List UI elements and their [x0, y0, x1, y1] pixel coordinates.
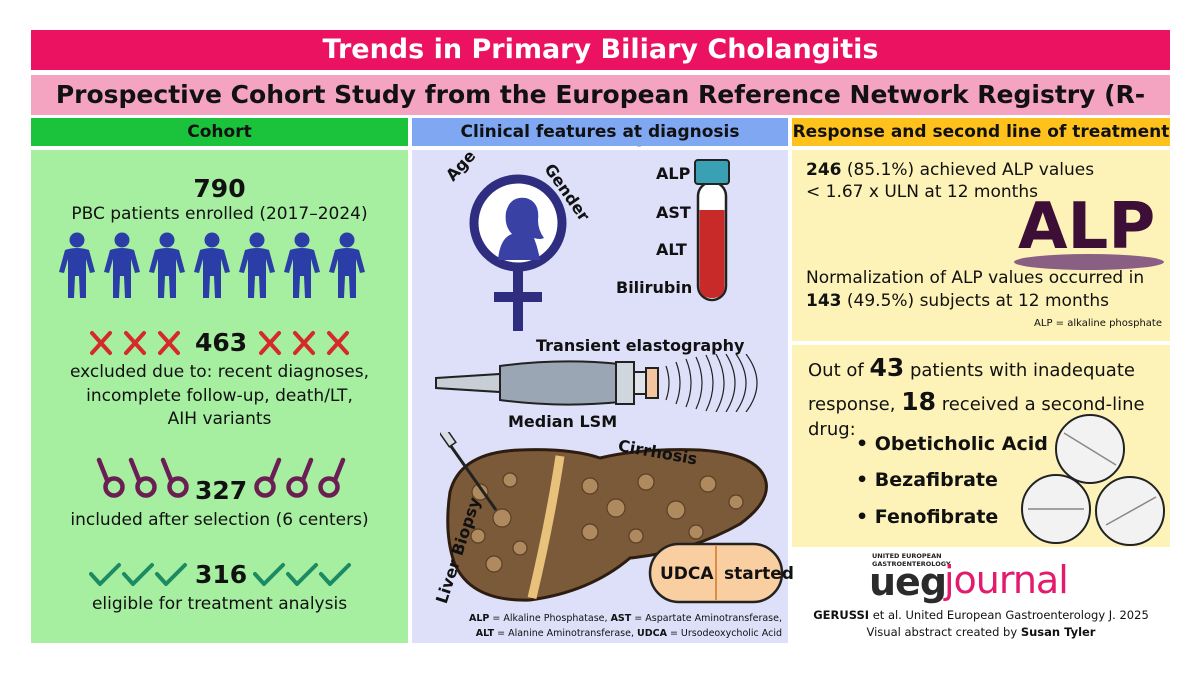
liver-icon: [440, 432, 768, 602]
abbrev-alt-def: = Alanine Aminotransferase,: [494, 628, 637, 639]
drug-item-1: • Obeticholic Acid: [856, 433, 1048, 455]
abbrev-alp-def: = Alkaline Phosphatase,: [489, 613, 611, 624]
normal-text: (49.5%) subjects at 12 months: [841, 291, 1110, 311]
achieved-text: (85.1%) achieved ALP values: [841, 160, 1095, 180]
excluded-text-1: excluded due to: recent diagnoses,: [69, 362, 370, 382]
achieved-count: 246: [806, 160, 842, 180]
drug-bezafibrate: Bezafibrate: [874, 469, 998, 491]
person-icon: [284, 232, 320, 298]
elastography-label: Transient elastography: [536, 336, 745, 355]
cohort-header: Cohort: [31, 118, 408, 146]
blood-tube-icon: [694, 159, 730, 302]
second-line-line: response, 18 received a second-line: [808, 387, 1145, 416]
inadequate-count: 43: [869, 353, 905, 382]
excluded-count: 463: [195, 328, 248, 357]
citation: GERUSSI et al. United European Gastroent…: [792, 608, 1170, 622]
person-icon: [194, 232, 230, 298]
achieved-line-2: < 1.67 x ULN at 12 months: [806, 182, 1038, 202]
tablets-icon: [1021, 414, 1165, 546]
lsm-label: Median LSM: [508, 412, 618, 431]
cross-icons-right: [259, 331, 349, 355]
elastography-probe-icon: [435, 354, 758, 412]
lab-ast: AST: [656, 203, 691, 222]
abbrev-line-2: ALT = Alanine Aminotransferase, UDCA = U…: [476, 628, 782, 639]
cross-icons-left: [90, 331, 180, 355]
enrolled-text: PBC patients enrolled (2017–2024): [71, 204, 368, 224]
abbrev-udca-def: = Ursodeoxycholic Acid: [666, 628, 782, 639]
abbrev-line-1: ALP = Alkaline Phosphatase, AST = Aspart…: [469, 613, 782, 624]
inadequate-text: patients with inadequate: [904, 360, 1135, 381]
center-pin-icons-right: [254, 457, 346, 498]
credit-name: Susan Tyler: [1020, 625, 1096, 639]
drug-word: drug:: [808, 419, 856, 440]
abbrev-alt: ALT: [475, 628, 495, 639]
drug-item-2: • Bezafibrate: [856, 469, 998, 491]
normal-line-2: 143 (49.5%) subjects at 12 months: [806, 291, 1109, 311]
normal-line-1: Normalization of ALP values occurred in: [806, 268, 1145, 288]
excluded-text-2: incomplete follow-up, death/LT,: [86, 386, 353, 406]
credit-text: Visual abstract created by: [866, 625, 1021, 639]
page-subtitle: Prospective Cohort Study from the Europe…: [31, 75, 1170, 149]
credit: Visual abstract created by Susan Tyler: [792, 625, 1170, 639]
alp-big-label: ALP: [1018, 190, 1156, 264]
eligible-text: eligible for treatment analysis: [91, 594, 348, 614]
person-icon: [149, 232, 185, 298]
person-icon: [329, 232, 365, 298]
person-icon: [239, 232, 275, 298]
eligible-count: 316: [195, 560, 248, 589]
alp-big-shadow: [1014, 254, 1164, 270]
people-icons: [59, 232, 365, 298]
drug-item-3: • Fenofibrate: [856, 506, 999, 528]
lab-alp: ALP: [656, 164, 691, 183]
person-icon: [59, 232, 95, 298]
abbrev-udca: UDCA: [637, 628, 667, 639]
enrolled-count: 790: [193, 174, 246, 203]
ueg-logo: ueg: [869, 560, 947, 604]
page-title: Trends in Primary Biliary Cholangitis: [31, 30, 1170, 70]
drug-fenofibrate: Fenofibrate: [874, 506, 999, 528]
udca-pill-icon: [648, 542, 784, 604]
clinical-header: Clinical features at diagnosis: [412, 118, 788, 146]
out-of-text: Out of: [808, 360, 870, 381]
ueg-small-1: UNITED EUROPEAN: [872, 552, 942, 560]
response-word: response,: [808, 394, 902, 415]
second-line-text: received a second-line: [936, 394, 1145, 415]
started-label: started: [724, 564, 794, 584]
udca-label: UDCA: [660, 564, 714, 584]
included-count: 327: [195, 476, 248, 505]
second-line-panel: Out of 43 patients with inadequate respo…: [792, 345, 1170, 547]
journal-logo: journal: [944, 558, 1069, 602]
alp-note: ALP = alkaline phosphate: [1034, 318, 1162, 329]
abbrev-ast-def: = Aspartate Aminotransferase,: [631, 613, 782, 624]
normal-count: 143: [806, 291, 842, 311]
achieved-line-1: 246 (85.1%) achieved ALP values: [806, 160, 1094, 180]
female-symbol-icon: [469, 174, 567, 331]
second-line-count: 18: [901, 387, 936, 416]
excluded-text-3: AIH variants: [167, 409, 272, 429]
person-icon: [104, 232, 140, 298]
out-of-line: Out of 43 patients with inadequate: [808, 353, 1135, 382]
ueg-small-2: GASTROENTEROLOGY: [872, 560, 951, 568]
center-pin-icons-left: [96, 457, 189, 498]
included-text: included after selection (6 centers): [70, 510, 369, 530]
abbrev-alp: ALP: [468, 613, 490, 624]
check-icons-left: [89, 563, 187, 586]
lab-alt: ALT: [656, 240, 687, 259]
check-icons-right: [253, 563, 351, 586]
cohort-panel: 790 PBC patients enrolled (2017–2024): [31, 150, 408, 643]
citation-text: et al. United European Gastroenterology …: [869, 608, 1149, 622]
citation-author: GERUSSI: [813, 608, 870, 622]
abbrev-ast: AST: [610, 613, 632, 624]
response-panel: 246 (85.1%) achieved ALP values < 1.67 x…: [792, 150, 1170, 341]
response-header: Response and second line of treatment: [792, 118, 1170, 146]
drug-obeticholic: Obeticholic Acid: [874, 433, 1048, 455]
clinical-panel: Age Gender ALP AST ALT Bilirubin Transie…: [412, 146, 794, 643]
lab-bilirubin: Bilirubin: [616, 278, 693, 297]
